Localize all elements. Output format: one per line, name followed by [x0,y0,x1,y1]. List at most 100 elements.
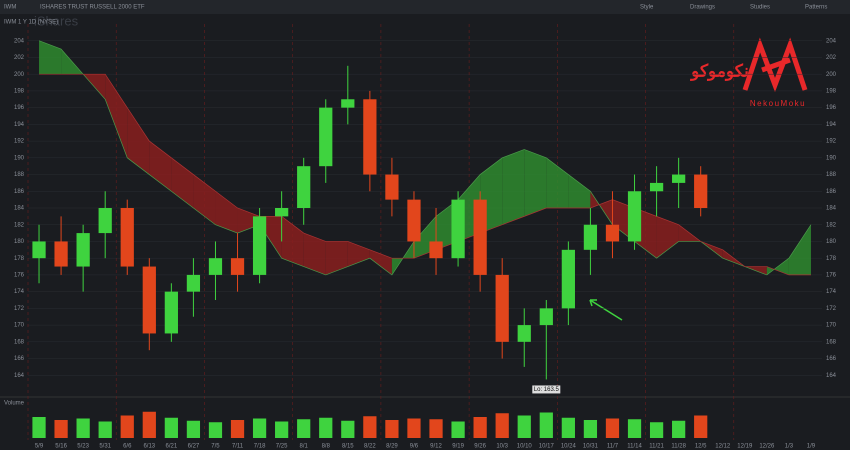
menu-item[interactable]: Studies [750,5,770,11]
cloud-segment [215,191,238,234]
y-tick-label: 170 [14,323,25,329]
candle-body [54,241,68,267]
arrow-head [589,299,597,307]
candle-body [605,224,620,242]
y-tick-label-right: 204 [826,38,837,44]
cloud-segment [105,74,128,158]
candle-body [186,274,201,292]
y-tick-label-right: 174 [826,289,837,295]
x-tick-label: 8/29 [386,444,398,450]
y-tick-label-right: 176 [826,272,837,278]
logo-subtext: NekouMoku [750,99,806,108]
description: ISHARES TRUST RUSSELL 2000 ETF [40,5,145,11]
x-tick-label: 9/19 [452,444,464,450]
candle-body [672,174,686,183]
volume-bar [54,420,68,438]
arrow [589,299,623,321]
menu-item[interactable]: Patterns [805,5,827,11]
candle-body [429,241,443,259]
volume-bar [583,420,598,438]
y-tick-label: 196 [14,105,25,111]
cloud-segment [568,174,591,208]
x-tick-label: 9/6 [410,444,419,450]
y-tick-label-right: 164 [826,373,837,379]
watermark: iShares [34,13,79,28]
y-tick-label: 194 [14,122,25,128]
logo-mark [742,37,808,93]
candle-body [407,199,421,242]
candle-body [517,325,531,342]
x-tick-label: 1/9 [807,444,816,450]
x-tick-label: 10/3 [496,444,508,450]
volume-bar [120,415,134,438]
candle-body [142,266,156,334]
menu-item[interactable]: Style [640,5,654,11]
x-tick-label: 8/1 [300,444,309,450]
x-tick-label: 5/31 [99,444,111,450]
y-tick-label: 166 [14,356,25,362]
volume-bar [142,411,156,438]
y-tick-label-right: 180 [826,239,837,245]
x-tick-label: 7/18 [254,444,266,450]
candle-body [451,199,465,259]
cloud-segment [281,216,304,267]
y-tick-label-right: 202 [826,55,837,61]
x-tick-label: 8/22 [364,444,376,450]
y-tick-label-right: 182 [826,222,837,228]
x-tick-label: 10/10 [517,444,533,450]
volume-bar [429,419,443,438]
volume-bar [164,417,178,438]
y-tick-label: 186 [14,189,25,195]
y-tick-label-right: 184 [826,206,837,212]
y-tick-label-right: 178 [826,256,837,262]
volume-bar [76,418,90,438]
menu-item[interactable]: Drawings [690,5,715,11]
x-tick-label: 5/23 [77,444,89,450]
y-tick-label-right: 196 [826,105,837,111]
volume-bar [649,422,664,438]
candle-body [583,224,598,250]
y-tick-label: 174 [14,289,25,295]
candle-body [208,258,223,275]
volume-bar [451,421,465,438]
volume-bar [363,416,377,438]
y-tick-label: 178 [14,256,25,262]
chart-label: IWM 1 Y 1D (NYSE) [4,20,58,26]
annotation: Lo: 163.5 [534,387,560,393]
cloud-line [38,40,812,276]
y-tick-label: 182 [14,222,25,228]
y-tick-label-right: 170 [826,323,837,329]
y-tick-label: 188 [14,172,25,178]
candle-body [341,99,355,108]
x-tick-label: 7/5 [211,444,220,450]
volume-bar [319,417,333,438]
candle-body [76,233,90,267]
x-tick-label: 6/27 [188,444,200,450]
x-tick-label: 10/31 [583,444,599,450]
volume-bar [473,417,487,438]
volume-bar [385,420,399,438]
x-tick-label: 11/7 [607,444,619,450]
y-tick-label: 204 [14,38,25,44]
cloud-segment [524,149,547,217]
cloud-line [39,73,811,276]
annotation-box [532,385,561,394]
symbol: IWM [4,5,16,11]
x-tick-label: 6/21 [166,444,178,450]
cloud-segment [171,157,194,208]
y-tick-label: 190 [14,155,25,161]
cloud-segment [325,241,348,275]
volume-label: Volume [4,401,25,407]
volume-bar [627,419,642,438]
candle-body [164,291,178,334]
volume-bar [672,420,686,438]
y-tick-label: 192 [14,139,25,145]
candle-body [32,241,46,259]
volume-bar [208,422,223,438]
y-tick-label-right: 190 [826,155,837,161]
y-tick-label-right: 200 [826,72,837,78]
candle-body [363,99,377,175]
candle-body [495,274,509,342]
volume-bar [252,418,267,438]
